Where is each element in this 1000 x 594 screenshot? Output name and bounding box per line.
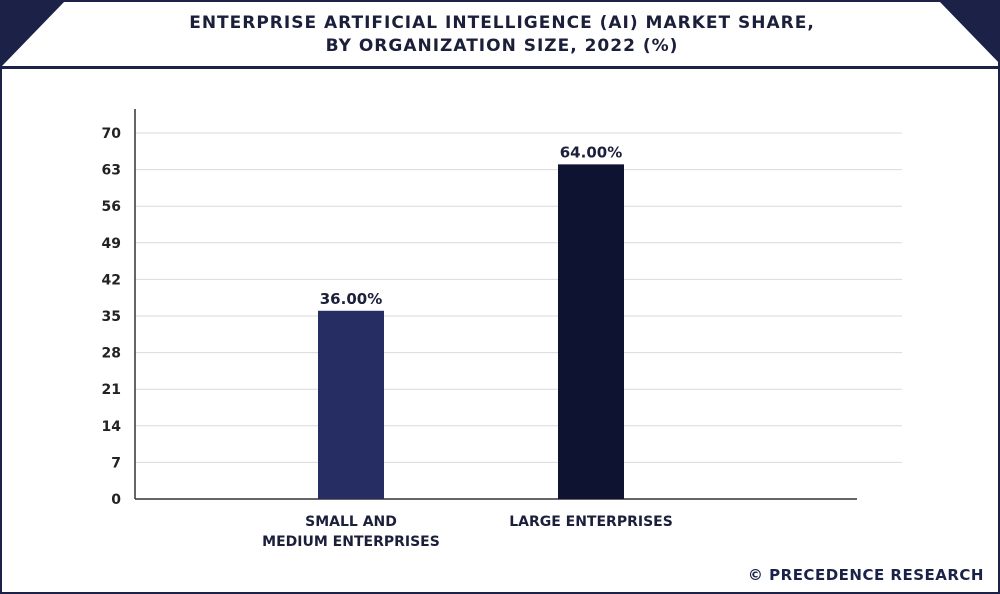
gridlines xyxy=(135,132,902,463)
data-labels: 36.00% 64.00% xyxy=(320,143,622,307)
bar-0 xyxy=(318,310,384,499)
y-tick-label: 70 xyxy=(102,126,122,142)
title-banner: ENTERPRISE ARTIFICIAL INTELLIGENCE (AI) … xyxy=(2,2,998,69)
chart-title-line-1: ENTERPRISE ARTIFICIAL INTELLIGENCE (AI) … xyxy=(189,13,815,33)
data-label-0: 36.00% xyxy=(320,290,382,308)
publisher-watermark: © PRECEDENCE RESEARCH xyxy=(747,566,984,584)
y-tick-label: 7 xyxy=(111,455,121,471)
y-tick-label: 35 xyxy=(102,309,121,325)
y-tick-label: 49 xyxy=(102,236,121,252)
x-category-label-line: SMALL AND xyxy=(305,514,397,530)
banner-corner-right xyxy=(940,2,998,66)
banner-corner-left xyxy=(2,2,64,66)
x-category-label-line: LARGE ENTERPRISES xyxy=(509,514,673,530)
x-category-label-line: MEDIUM ENTERPRISES xyxy=(262,534,440,550)
y-axis-ticks: 0 7 14 21 28 35 42 49 56 63 70 xyxy=(102,126,122,508)
y-tick-label: 42 xyxy=(102,272,121,288)
x-category-label-1: LARGE ENTERPRISES xyxy=(481,512,701,532)
y-tick-label: 28 xyxy=(102,346,121,362)
y-tick-label: 21 xyxy=(102,382,121,398)
y-tick-label: 14 xyxy=(102,419,122,435)
bar-1 xyxy=(558,164,624,499)
y-tick-label: 56 xyxy=(102,199,121,215)
chart-title-line-2: BY ORGANIZATION SIZE, 2022 (%) xyxy=(325,36,679,56)
x-category-label-0: SMALL AND MEDIUM ENTERPRISES xyxy=(241,512,461,552)
y-tick-label: 0 xyxy=(111,492,121,508)
bars xyxy=(318,164,624,499)
data-label-1: 64.00% xyxy=(560,143,622,161)
y-tick-label: 63 xyxy=(102,163,121,179)
